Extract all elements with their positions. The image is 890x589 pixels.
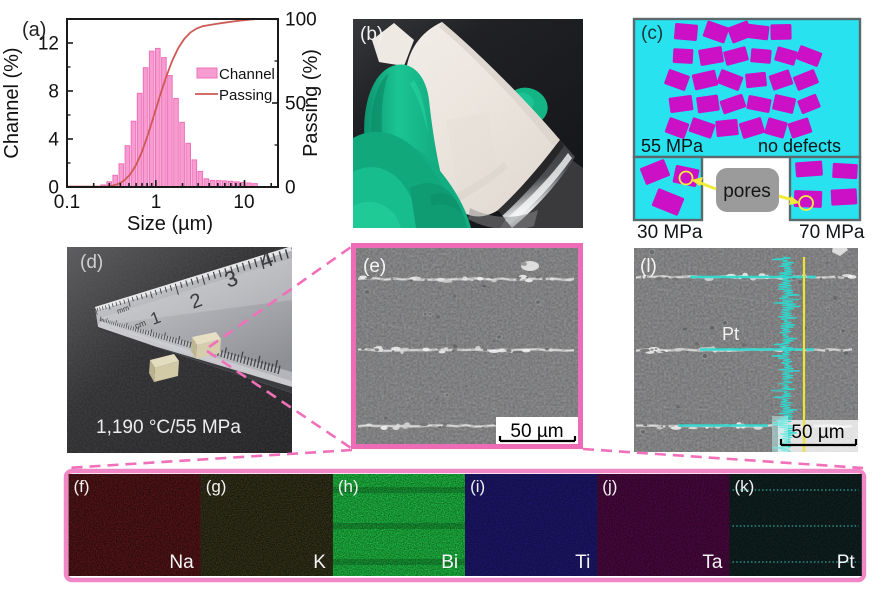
svg-text:(a): (a) xyxy=(22,19,46,41)
svg-text:(e): (e) xyxy=(363,256,386,277)
svg-text:Pt: Pt xyxy=(722,324,739,344)
svg-text:1,190 °C/55 MPa: 1,190 °C/55 MPa xyxy=(96,417,241,438)
svg-text:(f): (f) xyxy=(74,477,90,496)
svg-text:pores: pores xyxy=(723,181,771,202)
svg-text:50 µm: 50 µm xyxy=(510,421,563,442)
svg-text:Pt: Pt xyxy=(837,552,856,573)
svg-text:8: 8 xyxy=(48,82,59,103)
svg-text:0: 0 xyxy=(48,178,59,199)
svg-text:Size (µm): Size (µm) xyxy=(127,213,213,235)
svg-text:(k): (k) xyxy=(735,477,755,496)
svg-text:0.1: 0.1 xyxy=(54,192,80,213)
svg-text:50 µm: 50 µm xyxy=(791,422,844,443)
svg-text:(d): (d) xyxy=(80,252,103,273)
svg-text:4: 4 xyxy=(48,130,59,151)
svg-text:10: 10 xyxy=(233,192,254,213)
svg-text:(b): (b) xyxy=(360,24,383,45)
svg-text:55 MPa: 55 MPa xyxy=(641,136,704,156)
svg-text:K: K xyxy=(313,552,326,573)
svg-text:Channel: Channel xyxy=(219,66,275,83)
svg-text:(j): (j) xyxy=(602,477,617,496)
svg-text:(l): (l) xyxy=(640,256,657,277)
svg-text:(i): (i) xyxy=(470,477,485,496)
svg-text:cm: cm xyxy=(133,318,147,331)
svg-text:Passing (%): Passing (%) xyxy=(300,49,322,157)
svg-text:Channel (%): Channel (%) xyxy=(1,47,23,158)
svg-text:Ta: Ta xyxy=(702,552,723,573)
svg-text:1: 1 xyxy=(151,192,162,213)
svg-text:Ti: Ti xyxy=(575,552,590,573)
svg-text:Na: Na xyxy=(169,552,194,573)
svg-text:Passing: Passing xyxy=(219,87,272,104)
svg-text:(h): (h) xyxy=(338,477,359,496)
svg-text:mm: mm xyxy=(116,303,131,316)
svg-text:(c): (c) xyxy=(641,23,663,44)
svg-text:0: 0 xyxy=(285,178,296,199)
svg-text:30 MPa: 30 MPa xyxy=(637,222,703,243)
svg-text:Bi: Bi xyxy=(441,552,458,573)
svg-text:100: 100 xyxy=(285,10,317,31)
svg-text:70 MPa: 70 MPa xyxy=(799,222,865,243)
svg-text:12: 12 xyxy=(38,34,59,55)
svg-text:no defects: no defects xyxy=(758,136,841,156)
svg-text:(g): (g) xyxy=(206,477,227,496)
svg-text:50: 50 xyxy=(285,94,306,115)
